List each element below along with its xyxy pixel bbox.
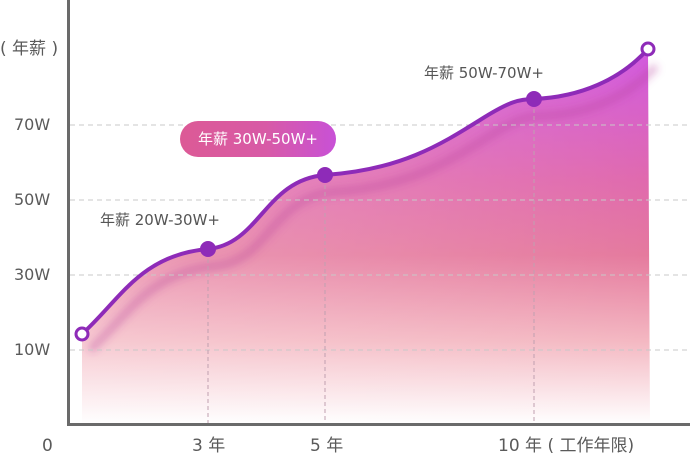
y-label-70w: 70W (14, 115, 51, 134)
point-5-years[interactable] (317, 167, 333, 183)
salary-line (80, 47, 650, 336)
annotation-salary-50-70w: 年薪 50W-70W+ (424, 64, 544, 82)
vertical-gridlines (207, 102, 535, 424)
point-10-years[interactable] (526, 91, 542, 107)
annotation-salary-20-30w: 年薪 20W-30W+ (100, 211, 220, 229)
end-point-marker[interactable] (640, 41, 656, 57)
point-3-years[interactable] (200, 241, 216, 257)
line-shadow (87, 63, 659, 353)
y-label-30w: 30W (14, 265, 51, 284)
horizontal-gridlines (70, 124, 690, 351)
y-axis-title: ( 年薪 ) (0, 39, 59, 59)
annotation-salary-30-50w-badge[interactable]: 年薪 30W-50W+ (180, 121, 336, 157)
y-label-50w: 50W (14, 190, 51, 209)
x-label-origin: 0 (42, 436, 53, 456)
x-label-5-years: 5 年 (310, 436, 344, 456)
x-label-10-years-work-tenure: 10 年 ( 工作年限) (498, 436, 635, 456)
y-label-10w: 10W (14, 340, 51, 359)
start-point-marker[interactable] (74, 326, 90, 342)
x-label-3-years: 3 年 (192, 436, 226, 456)
